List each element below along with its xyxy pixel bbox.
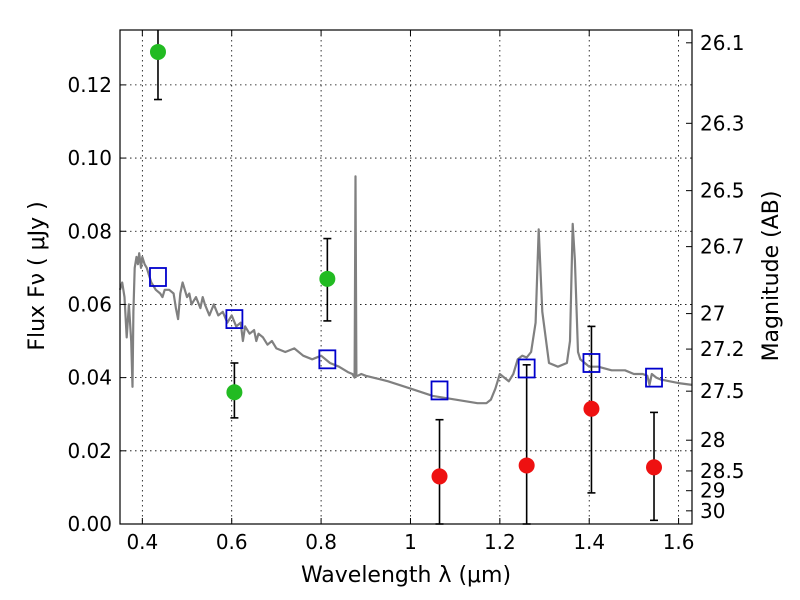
x-tick-label: 1.6 [663,530,695,554]
tick-labels: 0.4 0.6 0.8 1 1.2 1.4 1.6 0.00 0.02 0.04 0.06 0.08 0… [67,31,744,554]
right-tick-label: 28.5 [700,459,745,483]
right-tick-label: 27.2 [700,337,745,361]
right-tick-label: 27 [700,302,725,326]
right-tick-label: 26.7 [700,235,745,259]
right-tick-label: 28 [700,428,725,452]
x-tick-label: 1.4 [573,530,605,554]
y-tick-label: 0.08 [67,219,112,243]
detections-point [149,43,166,60]
model_photometry-point [430,380,449,401]
y-tick-label: 0.04 [67,366,112,390]
right-tick-label: 26.3 [700,111,745,135]
model_photometry-point [517,358,536,379]
right-tick-label: 29 [700,479,725,503]
upper_limits-point [583,400,600,417]
y-tick-label: 0.12 [67,73,112,97]
model_photometry-point [149,267,167,287]
y-axis-right-label: Magnitude (AB) [759,191,784,362]
model-spectrum-layer [118,175,693,405]
right-tick-label: 30 [700,499,725,523]
upper_limits-point [646,459,663,476]
x-tick-label: 0.6 [216,530,248,554]
model_photometry-point [225,309,244,329]
model_photometry-point [582,353,601,373]
model-spectrum-line [118,175,693,405]
x-tick-label: 0.4 [126,530,158,554]
x-tick-label: 0.8 [305,530,337,554]
model_photometry-point [318,349,337,370]
upper_limits-point [431,468,448,485]
y-tick-label: 0.00 [67,512,112,536]
detections-point [319,270,336,287]
detections-point [226,384,243,401]
y-axis-label: Flux Fν ( μJy ) [25,201,50,350]
y-tick-label: 0.02 [67,439,112,463]
right-tick-label: 26.5 [700,179,745,203]
x-tick-label: 1.2 [484,530,516,554]
x-tick-label: 1 [404,530,417,554]
model_photometry-point [645,367,663,388]
tick-marks [120,30,692,525]
y-tick-label: 0.06 [67,292,112,316]
right-tick-label: 26.1 [700,31,745,55]
plot-frame [119,29,693,525]
x-axis-label: Wavelength λ (μm) [301,563,511,588]
right-tick-label: 27.5 [700,379,745,403]
data-markers [149,30,663,525]
grid [120,30,692,525]
upper_limits-point [518,457,535,474]
y-tick-label: 0.10 [67,146,112,170]
